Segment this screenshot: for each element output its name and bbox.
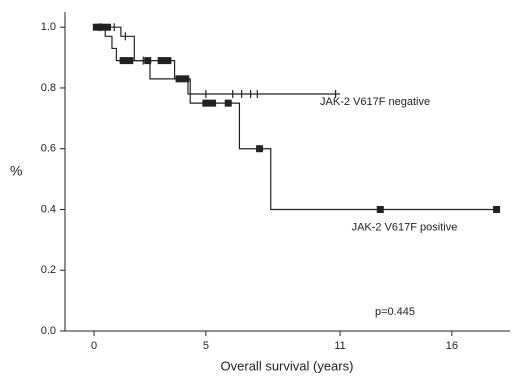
censor-square — [224, 99, 232, 107]
x-tick-label: 11 — [334, 340, 345, 352]
censor-square — [164, 57, 172, 65]
series-label: JAK-2 V617F negative — [320, 96, 430, 108]
y-tick-label: 0.4 — [41, 203, 56, 215]
censor-square — [202, 99, 210, 107]
x-tick-label: 0 — [91, 340, 97, 352]
censor-square — [175, 75, 183, 83]
censor-square — [103, 23, 111, 31]
x-axis-label: Overall survival (years) — [221, 358, 354, 373]
survival-curve — [94, 26, 497, 211]
censor-square — [157, 57, 165, 65]
series-label: JAK-2 V617F positive — [352, 221, 458, 233]
y-tick-label: 1.0 — [41, 21, 56, 33]
y-axis-label: % — [10, 163, 22, 179]
censor-square — [209, 99, 217, 107]
censor-square — [182, 75, 190, 83]
p-value: p=0.445 — [375, 306, 415, 318]
y-tick-label: 0.2 — [41, 264, 56, 276]
y-tick-label: 0.8 — [41, 82, 56, 94]
censor-square — [376, 205, 384, 213]
x-tick-label: 16 — [446, 340, 458, 352]
x-tick-label: 5 — [203, 340, 209, 352]
censor-square — [126, 57, 134, 65]
censor-square — [119, 57, 127, 65]
censor-square — [256, 145, 264, 153]
censor-square — [92, 23, 100, 31]
censor-square — [493, 205, 501, 213]
y-tick-label: 0.0 — [41, 325, 56, 337]
censor-square — [144, 57, 152, 65]
censor-square — [97, 23, 105, 31]
y-tick-label: 0.6 — [41, 143, 56, 155]
